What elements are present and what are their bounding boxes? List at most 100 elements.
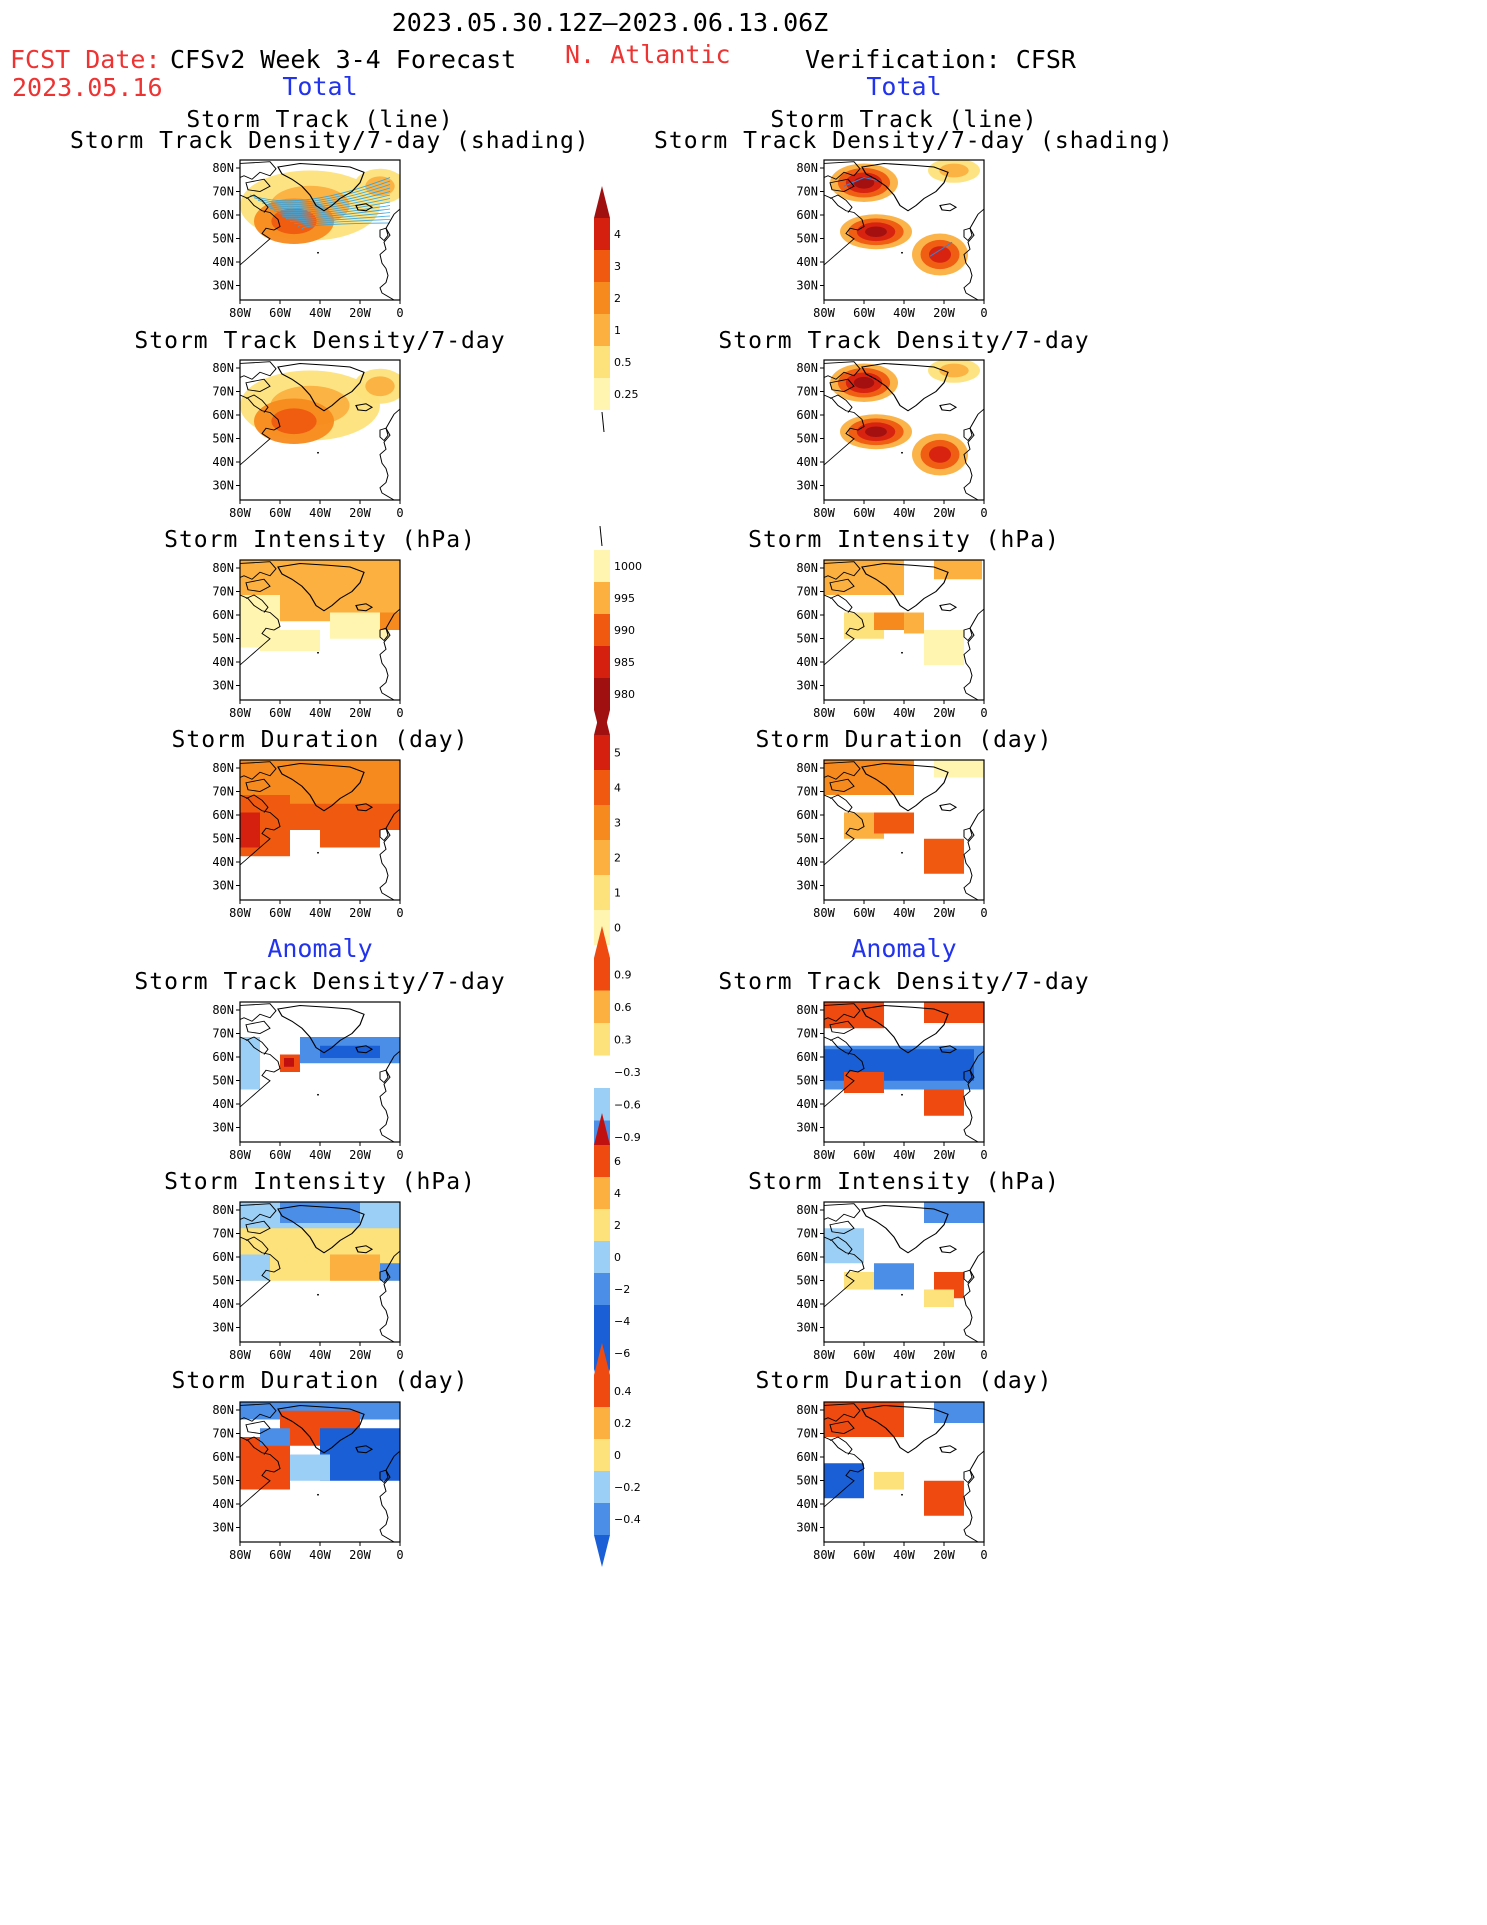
colorbar-tick-label: 0.5 [614,356,632,369]
lon-tick-label: 0 [396,706,403,720]
map-panel-right-2: 80N 70N 60N 50N 40N 30N 80W 60W 40W 20W 0 [782,356,988,556]
lat-tick-label: 40N [212,1497,234,1511]
lon-tick-label: 0 [396,906,403,920]
lat-tick-label: 70N [212,385,234,399]
lon-tick-label: 80W [813,906,835,920]
lat-tick-label: 80N [212,1403,234,1417]
lon-tick-label: 80W [813,706,835,720]
lat-tick-label: 70N [212,185,234,199]
lat-tick-label: 40N [796,455,818,469]
colorbar-tick-label: 5 [614,747,621,760]
lat-tick-label: 70N [212,1227,234,1241]
lat-tick-label: 80N [212,1003,234,1017]
lat-tick-label: 80N [796,361,818,375]
lon-tick-label: 0 [980,906,987,920]
lat-tick-label: 80N [796,161,818,175]
lat-tick-label: 70N [796,585,818,599]
lon-tick-label: 0 [396,306,403,320]
lat-tick-label: 60N [796,1450,818,1464]
lat-tick-label: 50N [796,232,818,246]
lat-tick-label: 30N [796,479,818,493]
map-panel-left-6: 80N 70N 60N 50N 40N 30N 80W 60W 40W 20W 0 [198,1198,404,1398]
lat-tick-label: 50N [796,1274,818,1288]
lon-tick-label: 80W [229,706,251,720]
lon-tick-label: 20W [933,706,955,720]
lon-tick-label: 40W [309,1148,331,1162]
lat-tick-label: 60N [796,808,818,822]
total-label-left: Total [282,72,358,101]
lat-tick-label: 60N [212,208,234,222]
lon-tick-label: 20W [349,1348,371,1362]
lat-tick-label: 40N [212,855,234,869]
panel-title-intensity-left: Storm Intensity (hPa) [164,527,476,553]
lat-tick-label: 30N [212,879,234,893]
lon-tick-label: 40W [309,1548,331,1562]
lon-tick-label: 0 [980,1548,987,1562]
lon-tick-label: 40W [309,1348,331,1362]
panel-title-duration-right: Storm Duration (day) [755,727,1053,753]
lat-tick-label: 70N [796,785,818,799]
lat-tick-label: 60N [796,1050,818,1064]
map-panel-right-1: 80N 70N 60N 50N 40N 30N 80W 60W 40W 20W 0 [782,156,988,356]
lon-tick-label: 60W [269,706,291,720]
lon-tick-label: 0 [980,306,987,320]
lon-tick-label: 80W [813,1148,835,1162]
colorbar-tick-label: 0.4 [614,1385,632,1398]
map-panel-right-4: 80N 70N 60N 50N 40N 30N 80W 60W 40W 20W 0 [782,756,988,956]
lon-tick-label: 80W [813,306,835,320]
map-panel-left-4: 80N 70N 60N 50N 40N 30N 80W 60W 40W 20W 0 [198,756,404,956]
colorbar-tick-label: 0.9 [614,968,632,981]
lat-tick-label: 70N [796,1427,818,1441]
lon-tick-label: 20W [349,506,371,520]
lon-tick-label: 60W [269,1548,291,1562]
anomaly-label-left: Anomaly [267,934,373,963]
lon-tick-label: 80W [813,1348,835,1362]
panel-title-intensity-right: Storm Intensity (hPa) [748,527,1060,553]
lon-tick-label: 40W [309,706,331,720]
lat-tick-label: 80N [796,561,818,575]
lat-tick-label: 40N [212,1297,234,1311]
lon-tick-label: 80W [229,906,251,920]
colorbar-tick-label: 2 [614,1219,621,1232]
lon-tick-label: 80W [229,506,251,520]
lat-tick-label: 80N [796,761,818,775]
lat-tick-label: 80N [212,561,234,575]
colorbar-tick-label: −6 [614,1347,630,1360]
lat-tick-label: 30N [796,1321,818,1335]
lon-tick-label: 0 [980,1148,987,1162]
lat-tick-label: 30N [796,279,818,293]
colorbar-tick-label: 0 [614,1449,621,1462]
lon-tick-label: 60W [853,1348,875,1362]
lat-tick-label: 60N [212,1050,234,1064]
lat-tick-label: 40N [796,255,818,269]
lon-tick-label: 80W [229,306,251,320]
map-panel-right-6: 80N 70N 60N 50N 40N 30N 80W 60W 40W 20W 0 [782,1198,988,1398]
lat-tick-label: 40N [796,1497,818,1511]
panel-title-anom-intensity-right: Storm Intensity (hPa) [748,1169,1060,1195]
colorbar-density-total: 4 3 2 1 0.5 0.25 [588,178,668,450]
lat-tick-label: 40N [212,655,234,669]
lat-tick-label: 40N [796,1297,818,1311]
colorbar-tick-label: −0.9 [614,1131,641,1144]
lat-tick-label: 50N [796,632,818,646]
lat-tick-label: 40N [212,255,234,269]
lon-tick-label: 60W [853,1148,875,1162]
lat-tick-label: 30N [212,479,234,493]
lat-tick-label: 80N [212,761,234,775]
lat-tick-label: 50N [212,232,234,246]
lat-tick-label: 60N [212,608,234,622]
lon-tick-label: 0 [396,1548,403,1562]
lat-tick-label: 30N [212,679,234,693]
colorbar-tick-label: 0 [614,922,621,935]
lat-tick-label: 40N [212,455,234,469]
lon-tick-label: 20W [349,1548,371,1562]
lat-tick-label: 70N [212,1427,234,1441]
lat-tick-label: 40N [212,1097,234,1111]
fcst-date-label: FCST Date: [10,45,161,74]
lon-tick-label: 80W [813,506,835,520]
map-panel-left-7: 80N 70N 60N 50N 40N 30N 80W 60W 40W 20W 0 [198,1398,404,1598]
lat-tick-label: 30N [796,1121,818,1135]
date-range-title: 2023.05.30.12Z–2023.06.13.06Z [391,8,829,37]
total-label-right: Total [866,72,942,101]
lon-tick-label: 80W [229,1148,251,1162]
